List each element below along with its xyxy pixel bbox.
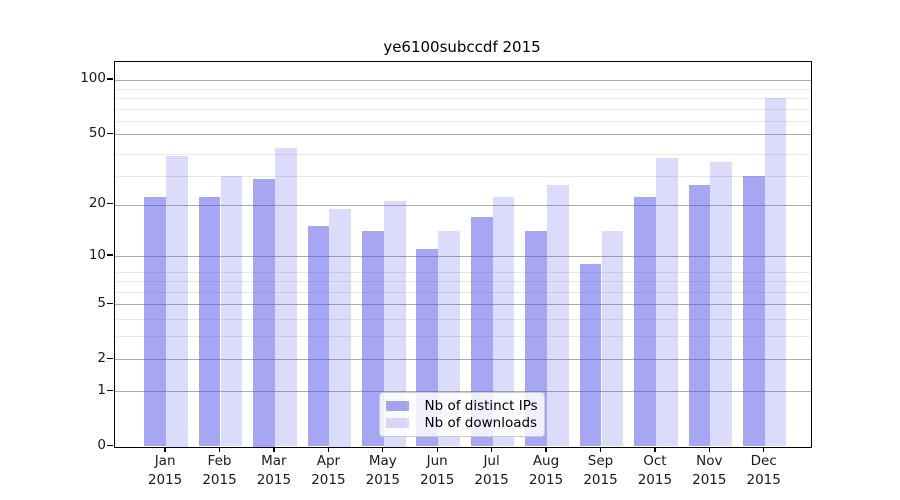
y-axis-tick — [107, 357, 113, 359]
legend-swatch-distinct-ips — [385, 400, 409, 411]
legend-label-distinct-ips: Nb of distinct IPs — [424, 397, 538, 414]
bar-distinct-ips-may — [362, 231, 384, 447]
x-axis-label: Dec 2015 — [746, 453, 781, 488]
bar-distinct-ips-nov — [688, 184, 711, 447]
gridline-major — [114, 359, 811, 361]
gridline-major — [114, 79, 811, 81]
gridline-minor — [114, 176, 811, 178]
x-axis-tick — [382, 446, 384, 452]
x-axis-tick — [164, 446, 166, 452]
bar-downloads-dec — [764, 98, 787, 447]
x-axis-tick — [654, 446, 656, 452]
x-axis-label: Feb 2015 — [202, 453, 237, 488]
bar-distinct-ips-oct — [634, 197, 656, 447]
bar-downloads-oct — [655, 157, 678, 447]
x-axis-tick — [599, 446, 602, 452]
y-axis-label: 20 — [88, 195, 106, 212]
y-axis-tick — [107, 203, 113, 205]
x-axis-tick — [763, 446, 765, 452]
gridline-minor — [114, 153, 811, 155]
y-axis-tick — [107, 254, 113, 256]
gridline-major — [114, 204, 811, 206]
gridline-major — [114, 304, 811, 306]
gridline-minor — [114, 121, 811, 123]
y-axis-label: 50 — [88, 124, 106, 141]
bar-distinct-ips-jul — [470, 216, 493, 447]
bar-downloads-jan — [166, 155, 188, 447]
x-axis-label: Oct 2015 — [637, 453, 673, 488]
y-axis-label: 0 — [97, 437, 106, 453]
gridline-minor — [114, 109, 811, 110]
legend-item-downloads: Nb of downloads — [385, 415, 538, 433]
bar-downloads-feb — [220, 176, 243, 447]
x-axis-tick — [708, 446, 710, 452]
gridline-minor — [114, 281, 811, 283]
x-axis-tick — [490, 446, 493, 452]
gridline-major — [114, 391, 811, 393]
bar-downloads-sep — [601, 231, 624, 447]
y-axis-label: 1 — [97, 381, 106, 398]
x-axis-tick — [545, 446, 547, 452]
y-axis-label: 2 — [97, 349, 106, 366]
plot-area: Nb of distinct IPs Nb of downloads — [113, 61, 812, 448]
bar-distinct-ips-sep — [579, 263, 602, 447]
gridline-minor — [114, 336, 811, 338]
legend: Nb of distinct IPs Nb of downloads — [378, 392, 545, 437]
bar-downloads-jul — [492, 197, 515, 447]
legend-swatch-downloads — [385, 418, 409, 429]
y-axis-label: 5 — [97, 294, 106, 311]
x-axis-label: Apr 2015 — [311, 453, 346, 488]
x-axis-tick — [218, 446, 221, 452]
y-axis-tick — [107, 302, 113, 304]
bar-downloads-aug — [547, 184, 569, 447]
x-axis-label: Aug 2015 — [528, 453, 564, 488]
y-axis-tick — [107, 132, 113, 134]
x-axis-tick — [327, 446, 330, 452]
y-axis-tick — [107, 78, 113, 80]
bar-distinct-ips-dec — [742, 176, 765, 447]
gridline-major — [114, 134, 811, 136]
y-axis-label: 10 — [88, 246, 106, 263]
bar-distinct-ips-feb — [198, 197, 221, 447]
gridline-minor — [114, 291, 811, 293]
bar-downloads-mar — [274, 147, 297, 447]
bar-downloads-may — [383, 201, 406, 447]
y-axis-label: 100 — [80, 70, 106, 87]
bar-distinct-ips-jan — [144, 197, 167, 447]
x-axis-label: May 2015 — [365, 453, 400, 488]
x-axis-label: Jun 2015 — [420, 453, 455, 488]
bar-downloads-nov — [710, 161, 733, 447]
x-axis-tick — [273, 446, 275, 452]
legend-item-distinct-ips: Nb of distinct IPs — [385, 397, 538, 415]
x-axis-label: Jul 2015 — [474, 453, 509, 488]
x-axis-tick — [436, 446, 438, 452]
chart-title: ye6100subccdf 2015 — [383, 38, 541, 56]
bar-distinct-ips-apr — [307, 226, 330, 447]
x-axis-label: Nov 2015 — [692, 453, 727, 488]
x-axis-label: Sep 2015 — [583, 453, 618, 488]
gridline-minor — [114, 272, 811, 273]
x-axis-label: Jan 2015 — [147, 453, 183, 488]
gridline-minor — [114, 318, 811, 320]
bar-downloads-apr — [329, 208, 352, 447]
legend-label-downloads: Nb of downloads — [424, 415, 538, 432]
gridline-minor — [114, 98, 811, 100]
y-axis-tick — [107, 389, 113, 392]
y-axis-tick — [107, 444, 113, 447]
gridline-minor — [114, 89, 811, 91]
bar-distinct-ips-mar — [253, 179, 275, 447]
x-axis-label: Mar 2015 — [256, 453, 292, 488]
gridline-major — [114, 256, 811, 257]
